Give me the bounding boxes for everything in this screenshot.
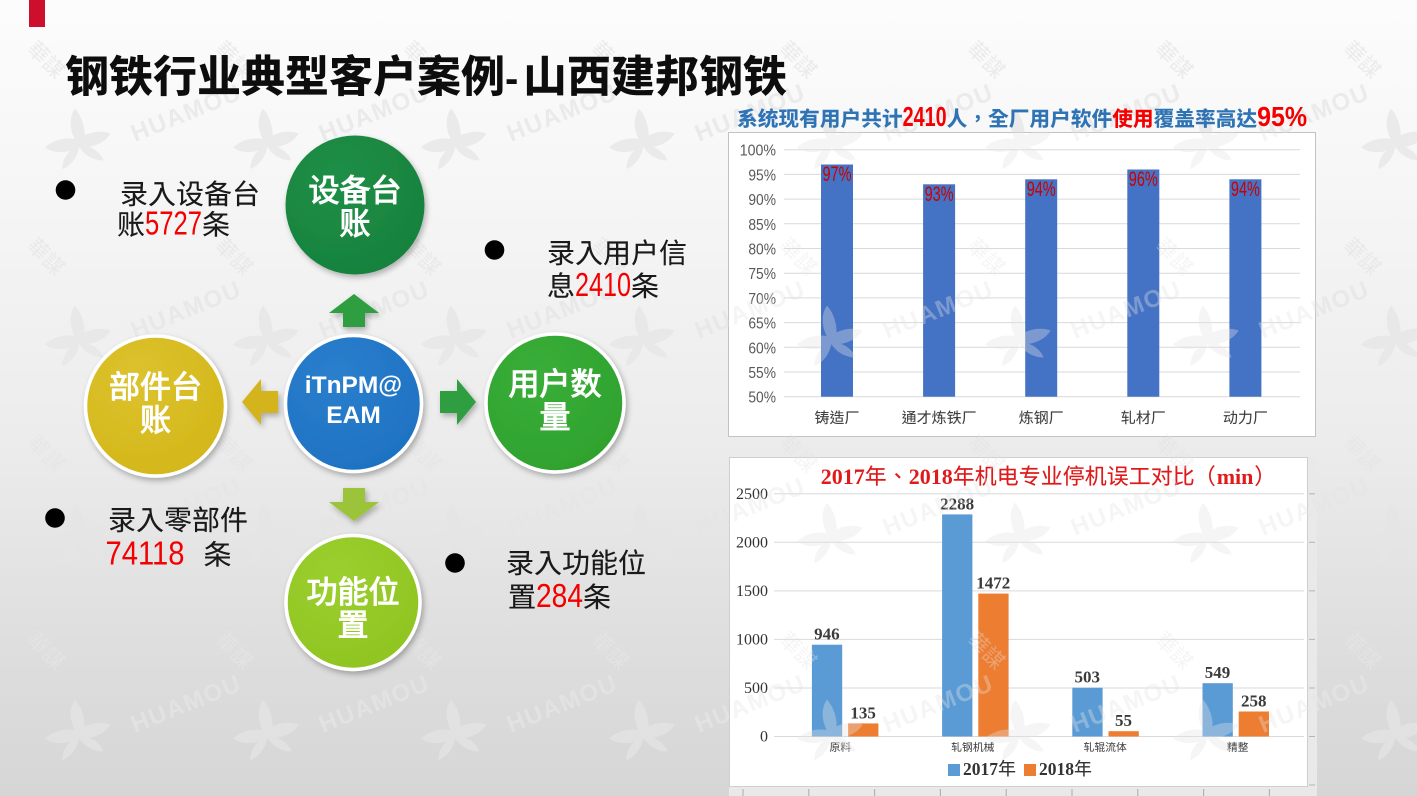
svg-text:2500: 2500: [736, 486, 768, 503]
svg-text:min: min: [1217, 464, 1254, 489]
svg-text:账: 账: [340, 207, 371, 242]
svg-text:100%: 100%: [740, 143, 776, 160]
svg-text:60%: 60%: [748, 340, 776, 357]
svg-text:55: 55: [1115, 711, 1132, 730]
svg-text:2000: 2000: [736, 534, 768, 551]
svg-text:74118: 74118: [106, 536, 185, 573]
svg-text:2410: 2410: [903, 101, 947, 132]
svg-text:用户数: 用户数: [509, 367, 602, 402]
svg-text:93%: 93%: [925, 183, 954, 206]
svg-text:EAM: EAM: [326, 402, 380, 429]
svg-text:55%: 55%: [748, 365, 776, 382]
svg-text:500: 500: [744, 680, 768, 697]
svg-text:50%: 50%: [748, 390, 776, 407]
svg-text:135: 135: [850, 703, 876, 722]
svg-text:0: 0: [760, 729, 768, 746]
svg-text:90%: 90%: [748, 192, 776, 209]
svg-text:部件台: 部件台: [109, 370, 202, 405]
svg-text:946: 946: [814, 625, 840, 644]
svg-text:账: 账: [140, 403, 171, 438]
svg-text:97%: 97%: [823, 163, 852, 186]
svg-text:96%: 96%: [1129, 168, 1158, 191]
svg-text:2017: 2017: [821, 464, 865, 489]
svg-text:70%: 70%: [748, 291, 776, 308]
svg-text:2410: 2410: [575, 267, 631, 304]
svg-text:5727: 5727: [145, 206, 202, 243]
svg-text:置: 置: [338, 608, 369, 643]
svg-text:80%: 80%: [748, 242, 776, 259]
svg-text:设备台: 设备台: [309, 174, 402, 209]
svg-text:功能位: 功能位: [307, 575, 400, 610]
svg-text:1000: 1000: [736, 631, 768, 648]
svg-text:iTnPM@: iTnPM@: [305, 372, 402, 399]
svg-text:85%: 85%: [748, 217, 776, 234]
svg-text:2017: 2017: [963, 759, 998, 779]
svg-text:95%: 95%: [1257, 101, 1307, 132]
svg-text:258: 258: [1241, 692, 1267, 711]
svg-text:549: 549: [1205, 663, 1231, 682]
svg-text:95%: 95%: [748, 167, 776, 184]
svg-text:284: 284: [536, 578, 583, 615]
svg-text:1500: 1500: [736, 583, 768, 600]
svg-text:量: 量: [540, 400, 571, 435]
svg-text:503: 503: [1075, 668, 1101, 687]
svg-text:94%: 94%: [1027, 178, 1056, 201]
svg-text:2018: 2018: [909, 464, 953, 489]
svg-text:2288: 2288: [940, 494, 974, 513]
svg-text:-: -: [505, 57, 518, 101]
svg-text:75%: 75%: [748, 266, 776, 283]
svg-text:1472: 1472: [976, 574, 1010, 593]
svg-text:94%: 94%: [1231, 178, 1260, 201]
svg-text:2018: 2018: [1039, 759, 1074, 779]
svg-text:65%: 65%: [748, 316, 776, 333]
